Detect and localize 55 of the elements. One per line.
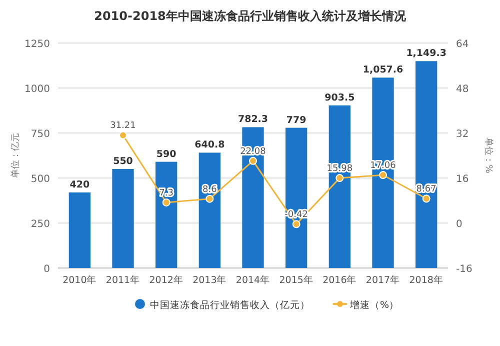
data-label: 903.5 — [324, 92, 355, 104]
y-tick-label: 1000 — [24, 84, 50, 95]
legend-label: 增速（%） — [349, 299, 400, 311]
chart-title: 2010-2018年中国速冻食品行业销售收入统计及增长情况 — [94, 9, 407, 23]
point — [162, 198, 170, 206]
y2-tick-label: -16 — [456, 264, 472, 275]
bar — [328, 105, 350, 268]
y2-tick-label: 48 — [456, 84, 469, 95]
y-tick-label: 500 — [30, 174, 50, 185]
y-axis-title: 单位：亿元 — [10, 133, 21, 178]
y2-tick-label: 0 — [456, 219, 462, 230]
legend-label: 中国速冻食品行业销售收入（亿元） — [150, 299, 310, 311]
data-label: 31.21 — [110, 121, 136, 132]
x-tick-label: 2018年 — [409, 274, 444, 286]
bar — [372, 78, 394, 268]
point — [119, 131, 127, 140]
data-label: 590 — [156, 148, 177, 160]
point — [292, 220, 300, 228]
y-tick-label: 250 — [30, 219, 50, 230]
data-label: 8.6 — [202, 184, 218, 195]
data-label: 640.8 — [194, 140, 226, 151]
y-tick-label: 1250 — [24, 39, 50, 50]
point — [379, 171, 387, 180]
bar — [242, 127, 264, 268]
data-label: 550 — [113, 156, 134, 167]
x-tick-label: 2013年 — [192, 274, 227, 286]
data-label: 1,057.6 — [362, 64, 404, 76]
bar — [416, 61, 438, 268]
bar — [112, 169, 134, 268]
point — [422, 194, 430, 203]
x-tick-label: 2010年 — [62, 274, 97, 286]
point — [336, 174, 344, 182]
data-label: 1,149.3 — [406, 48, 446, 60]
bar — [286, 128, 308, 268]
x-tick-label: 2014年 — [236, 274, 270, 286]
y2-tick-label: 64 — [456, 39, 469, 50]
x-tick-label: 2011年 — [106, 274, 140, 286]
point — [206, 194, 214, 203]
bar — [198, 152, 220, 268]
bar — [156, 162, 178, 268]
y2-tick-label: 16 — [456, 174, 469, 185]
x-tick-label: 2012年 — [149, 274, 184, 286]
point — [249, 156, 257, 165]
x-tick-label: 2017年 — [366, 274, 400, 286]
y2-axis-title: 单位：% — [483, 138, 494, 174]
x-tick-label: 2016年 — [322, 274, 357, 286]
data-label: 782.3 — [238, 114, 268, 126]
y-tick-label: 750 — [30, 129, 50, 140]
data-label: 779 — [286, 114, 306, 126]
data-label: 420 — [70, 179, 90, 190]
x-tick-label: 2015年 — [279, 274, 314, 286]
bar — [68, 192, 90, 268]
y2-tick-label: 32 — [456, 129, 469, 140]
y-tick-label: 0 — [44, 264, 50, 275]
data-label: 8.67 — [416, 184, 436, 195]
